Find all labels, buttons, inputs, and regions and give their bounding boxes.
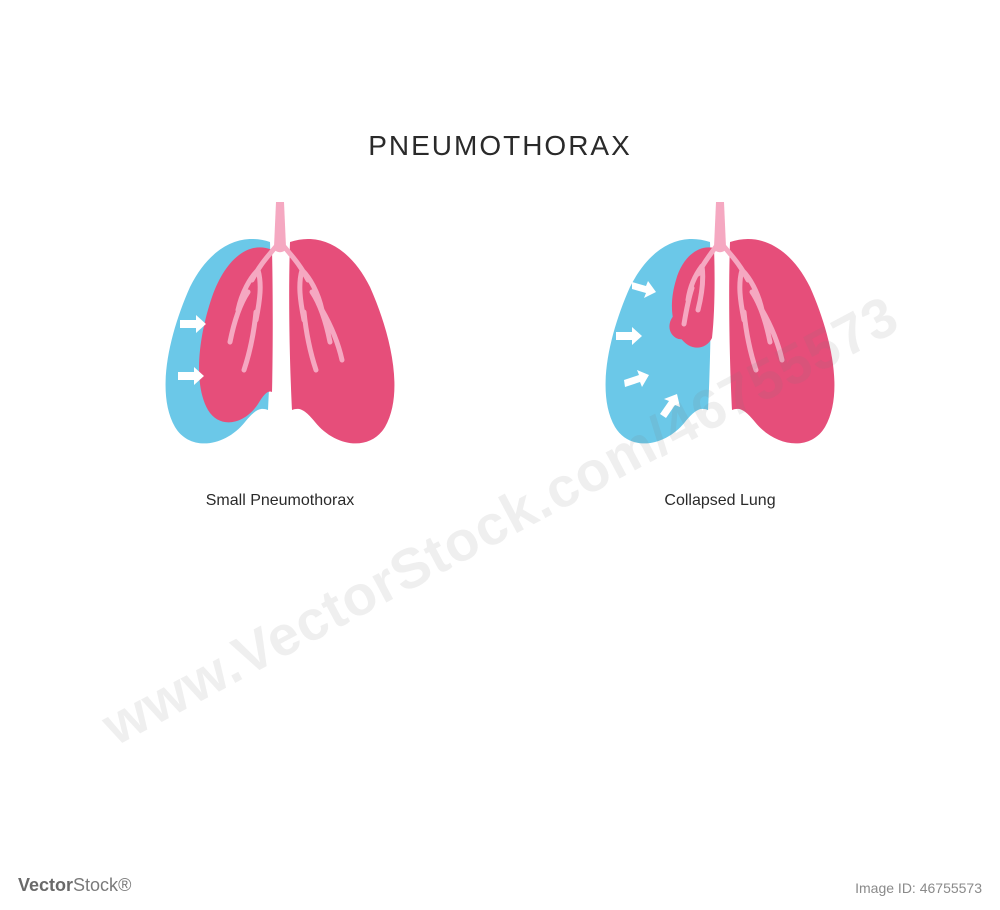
page-title: PNEUMOTHORAX [0, 130, 1000, 162]
caption-small: Small Pneumothorax [206, 492, 355, 510]
caption-collapsed: Collapsed Lung [664, 492, 775, 510]
footer-brand: VectorStock® [18, 875, 131, 896]
lung-diagram-small [130, 192, 430, 472]
brand-word-2: Stock [73, 875, 118, 895]
brand-reg: ® [118, 875, 131, 895]
panel-collapsed-lung: Collapsed Lung [570, 192, 870, 510]
panel-small-pneumothorax: Small Pneumothorax [130, 192, 430, 510]
footer-image-id: Image ID: 46755573 [855, 880, 982, 896]
brand-word-1: Vector [18, 875, 73, 895]
lung-diagram-collapsed [570, 192, 870, 472]
diagram-row: Small Pneumothorax Co [0, 192, 1000, 510]
